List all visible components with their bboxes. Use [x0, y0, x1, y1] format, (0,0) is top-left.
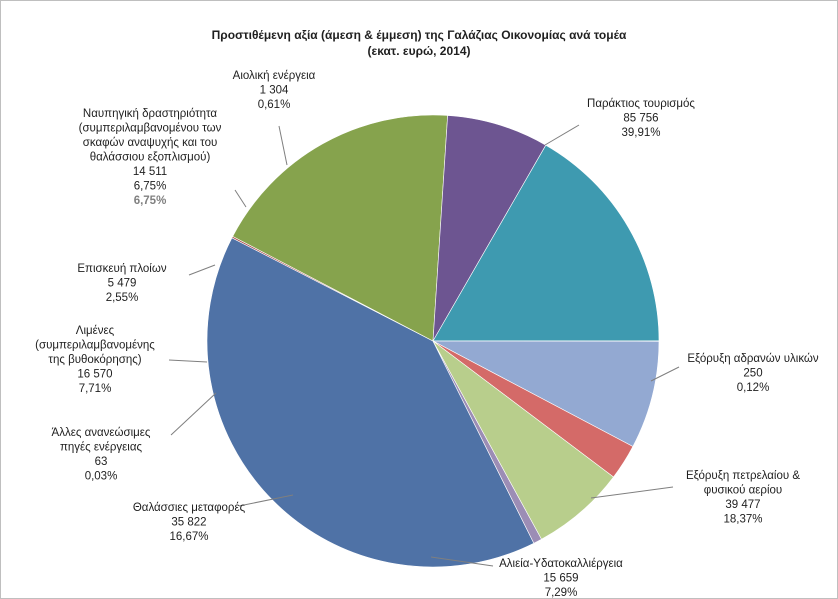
leader-line-9: [234, 189, 247, 208]
data-label-value: 15 659: [543, 573, 578, 585]
data-label-percent: 7,29%: [545, 587, 578, 598]
leader-lines: [168, 124, 680, 567]
data-label-text: Εξόρυξη πετρελαίου &: [686, 470, 800, 482]
data-label-text: Λιμένες: [76, 325, 115, 337]
data-label-text: (συμπεριλαμβανομένου των: [79, 123, 222, 135]
data-label-percent: 39,91%: [621, 127, 660, 139]
pie-slice-1: [206, 237, 535, 568]
data-label-text: Θαλάσσιες μεταφορές: [133, 502, 246, 514]
data-label-text: Αλιεία-Υδατοκαλλιέργεια: [499, 558, 623, 570]
data-label-text: φυσικού αερίου: [704, 485, 782, 497]
chart-subtitle: (εκατ. ευρώ, 2014): [368, 44, 471, 58]
pie-slice-4: [432, 115, 547, 342]
data-label-text: θαλάσσιου εξοπλισμού): [90, 152, 211, 164]
data-label-2: Εξόρυξη αδρανών υλικών 250 0,12%: [687, 353, 819, 394]
pie-slices: [206, 114, 660, 568]
data-label-value: 85 756: [623, 113, 658, 125]
data-label-text: Επισκευή πλοίων: [77, 263, 166, 275]
data-label-5: Θαλάσσιες μεταφορές 35 822 16,67%: [133, 502, 246, 543]
data-label-percent-duplicate: 6,75%: [134, 195, 167, 207]
leader-line-3: [590, 486, 674, 499]
leader-line-2: [650, 366, 680, 382]
data-label-value: 14 511: [133, 166, 167, 178]
data-label-value: 250: [743, 368, 762, 380]
data-label-8: Επισκευή πλοίων 5 479 2,55%: [77, 263, 166, 304]
pie-slice-3: [232, 114, 448, 342]
data-label-percent: 0,12%: [737, 382, 770, 394]
pie-slice-5: [432, 144, 660, 342]
data-label-text: Εξόρυξη αδρανών υλικών: [687, 353, 819, 365]
data-label-percent: 7,71%: [79, 383, 112, 395]
data-labels: Παράκτιος τουρισμός 85 756 39,91% Εξόρυξη α…: [35, 70, 819, 598]
data-label-text: Αιολική ενέργεια: [233, 70, 316, 82]
data-label-value: 63: [95, 456, 108, 468]
data-label-1: Παράκτιος τουρισμός 85 756 39,91%: [587, 98, 695, 139]
leader-line-5: [238, 494, 294, 507]
data-label-4: Αλιεία-Υδατοκαλλιέργεια 15 659 7,29%: [499, 558, 623, 598]
data-label-9: Ναυπηγική δραστηριότητα (συμπεριλαμβανομέ…: [79, 108, 222, 207]
data-label-percent: 16,67%: [169, 531, 208, 543]
pie-slice-7: [432, 340, 660, 447]
data-label-percent: 2,55%: [106, 292, 139, 304]
leader-line-7: [168, 359, 208, 363]
leader-line-10: [278, 125, 288, 166]
data-label-text: σκαφών αναψυχής και του: [83, 137, 218, 149]
data-label-percent: 0,03%: [85, 471, 118, 483]
data-label-value: 5 479: [108, 278, 137, 290]
data-label-3: Εξόρυξη πετρελαίου & φυσικού αερίου 39 477…: [686, 470, 800, 526]
data-label-text: της βυθοκόρησης): [48, 354, 141, 366]
leader-line-1: [544, 124, 580, 146]
data-label-text: Άλλες ανανεώσιμες: [52, 427, 151, 439]
data-label-text: Παράκτιος τουρισμός: [587, 98, 695, 110]
leader-line-6: [170, 392, 217, 436]
data-label-value: 35 822: [171, 517, 206, 529]
data-label-text: πηγές ενέργειας: [60, 442, 143, 454]
data-label-value: 1 304: [260, 85, 289, 97]
data-label-text: (συμπεριλαμβανομένης: [35, 340, 155, 352]
data-label-6: Άλλες ανανεώσιμες πηγές ενέργειας 63 0,03%: [52, 427, 151, 483]
leader-line-8: [188, 264, 216, 276]
data-label-value: 39 477: [725, 499, 760, 511]
data-label-percent: 0,61%: [258, 99, 291, 111]
data-label-7: Λιμένες (συμπεριλαμβανομένης της βυθοκόρησ…: [35, 325, 155, 395]
data-label-value: 16 570: [77, 369, 112, 381]
data-label-text: Ναυπηγική δραστηριότητα: [83, 108, 217, 120]
leader-line-4: [430, 556, 494, 567]
pie-slice-10: [432, 340, 542, 544]
data-label-percent: 6,75%: [134, 181, 167, 193]
data-label-10: Αιολική ενέργεια 1 304 0,61%: [233, 70, 316, 111]
chart-title: Προστιθέμενη αξία (άμεση & έμμεση) της Γ…: [212, 28, 627, 42]
data-label-percent: 18,37%: [723, 514, 762, 526]
